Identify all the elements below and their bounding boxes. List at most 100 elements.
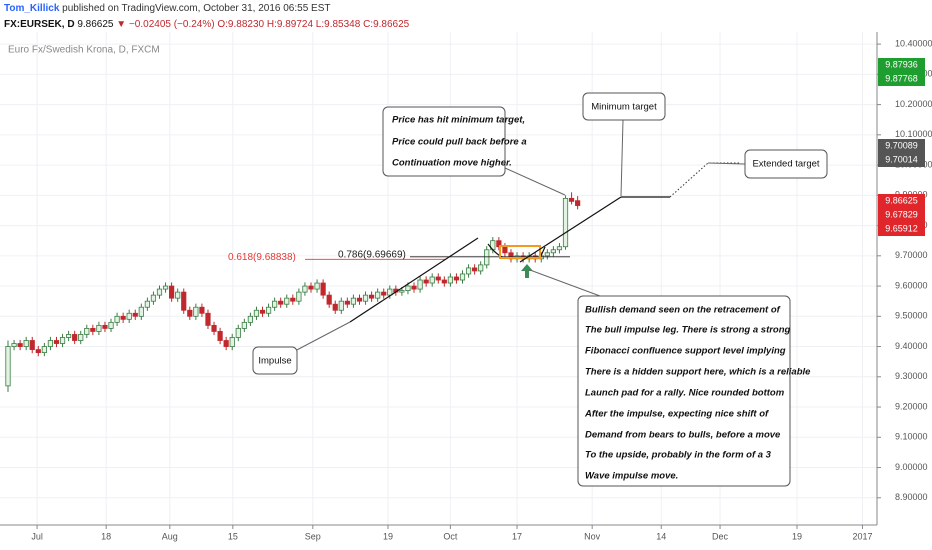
x-tick-label: 19 bbox=[383, 531, 393, 541]
callout-box bbox=[252, 346, 298, 375]
candle-body bbox=[465, 267, 472, 275]
y-tick-label: 9.30000 bbox=[895, 371, 928, 381]
callout-text: Impulse bbox=[258, 356, 291, 367]
candle-body bbox=[435, 276, 441, 281]
symbol-title: Euro Fx/Swedish Krona, D, FXCM bbox=[8, 45, 160, 56]
fib-label: 0.618(9.68838) bbox=[228, 252, 296, 263]
candle-body bbox=[556, 246, 563, 251]
candle-body bbox=[356, 297, 363, 302]
candle-body bbox=[187, 309, 193, 317]
x-tick-label: Nov bbox=[584, 531, 601, 541]
candle-body bbox=[229, 337, 235, 347]
callout-text: Fibonacci confluence support level imply… bbox=[585, 346, 786, 357]
candle-body bbox=[96, 324, 102, 332]
candle-body bbox=[84, 328, 90, 335]
price-tag-label: 9.87768 bbox=[885, 73, 918, 83]
candle-body bbox=[120, 315, 126, 320]
y-tick-label: 9.50000 bbox=[895, 311, 928, 321]
candle-body bbox=[399, 290, 405, 293]
callout-text: After the impulse, expecting nice shift … bbox=[584, 409, 769, 420]
candle-body bbox=[47, 340, 54, 347]
callout-box bbox=[744, 149, 828, 179]
fib-levels: 0.618(9.68838) 0.786(9.69669) bbox=[228, 249, 570, 263]
price-tag-label: 9.67829 bbox=[885, 209, 918, 219]
candle-body bbox=[332, 303, 338, 311]
price-tag bbox=[878, 153, 925, 167]
callout-text: Wave impulse move. bbox=[585, 471, 678, 482]
candle-body bbox=[375, 291, 381, 299]
x-tick-label: 15 bbox=[228, 531, 238, 541]
candle-body bbox=[108, 321, 114, 329]
candle-body bbox=[138, 306, 144, 317]
price-tags: 9.87936 9.87768 9.70089 9.70014 9.86625 9.678… bbox=[878, 58, 925, 236]
price-tag-label: 9.70089 bbox=[885, 140, 918, 150]
candle-body bbox=[205, 312, 211, 326]
header-line: Tom_Killick published on TradingView.com… bbox=[4, 3, 331, 14]
callout-text: Bullish demand seen on the retracement o… bbox=[585, 305, 781, 316]
candle-body bbox=[17, 343, 23, 347]
candle-body bbox=[368, 294, 375, 299]
y-tick-label: 10.40000 bbox=[895, 38, 932, 48]
candle-body bbox=[544, 252, 550, 257]
candle-body bbox=[423, 279, 429, 284]
price-tag bbox=[878, 139, 925, 153]
candle-body bbox=[502, 246, 508, 254]
candle-body bbox=[484, 249, 490, 266]
price-tag bbox=[878, 194, 925, 208]
price-tag-label: 9.70014 bbox=[885, 154, 918, 164]
candle-body bbox=[411, 285, 417, 290]
candle-body bbox=[496, 240, 502, 248]
symbol: FX:EURSEK, D bbox=[4, 19, 75, 30]
candle-body bbox=[78, 334, 84, 341]
candle-body bbox=[72, 334, 78, 341]
high: H:9.89724 bbox=[267, 19, 314, 30]
up-arrow bbox=[521, 264, 533, 278]
price-tag bbox=[878, 222, 925, 236]
candle-body bbox=[181, 291, 187, 311]
y-tick-label: 9.20000 bbox=[895, 401, 928, 411]
candle-body bbox=[169, 285, 175, 299]
candle-body bbox=[217, 331, 223, 341]
price-tag-label: 9.86625 bbox=[885, 195, 918, 205]
candle-body bbox=[23, 340, 29, 347]
y-tick-label: 10.20000 bbox=[895, 99, 932, 109]
pointer bbox=[707, 162, 746, 165]
candle-body bbox=[41, 346, 47, 354]
candle-body bbox=[35, 349, 41, 354]
candle-body bbox=[223, 340, 229, 347]
x-tick-label: 18 bbox=[101, 531, 111, 541]
candle-body bbox=[344, 300, 350, 305]
candle-body bbox=[441, 279, 447, 284]
callout-text: Minimum target bbox=[591, 102, 657, 113]
y-tick-label: 9.60000 bbox=[895, 280, 928, 290]
callout-text: Launch pad for a rally. Nice rounded bot… bbox=[585, 388, 785, 399]
candle-body bbox=[568, 197, 575, 202]
candle-body bbox=[302, 285, 308, 293]
candle-body bbox=[575, 200, 581, 206]
candle-body bbox=[429, 276, 435, 284]
price-tag bbox=[878, 58, 925, 72]
candle-body bbox=[562, 197, 569, 248]
candle-body bbox=[478, 264, 484, 272]
candle-body bbox=[320, 282, 326, 296]
candle-body bbox=[90, 328, 96, 332]
callout-text: The bull impulse leg. There is strong a … bbox=[585, 325, 791, 336]
y-tick-label: 10.10000 bbox=[895, 129, 932, 139]
quote-line: FX:EURSEK, D 9.86625 ▼ −0.02405 (−0.24%)… bbox=[4, 19, 410, 30]
candle-body bbox=[405, 285, 411, 291]
price: 9.86625 bbox=[77, 19, 114, 30]
candle-body bbox=[150, 294, 157, 302]
callout-text: Demand from bears to bulls, before a mov… bbox=[585, 430, 781, 441]
candle-body bbox=[447, 276, 453, 284]
candle-body bbox=[199, 306, 205, 314]
candles bbox=[5, 192, 581, 392]
callout-text: There is a hidden support here, which is… bbox=[585, 367, 811, 378]
author[interactable]: Tom_Killick bbox=[4, 3, 60, 14]
y-tick-label: 8.90000 bbox=[895, 492, 928, 502]
candle-body bbox=[453, 276, 460, 281]
x-tick-label: Jul bbox=[31, 531, 43, 541]
candle-body bbox=[459, 273, 466, 281]
x-tick-label: Sep bbox=[305, 531, 321, 541]
candle-body bbox=[472, 267, 478, 272]
pointer bbox=[292, 321, 351, 353]
